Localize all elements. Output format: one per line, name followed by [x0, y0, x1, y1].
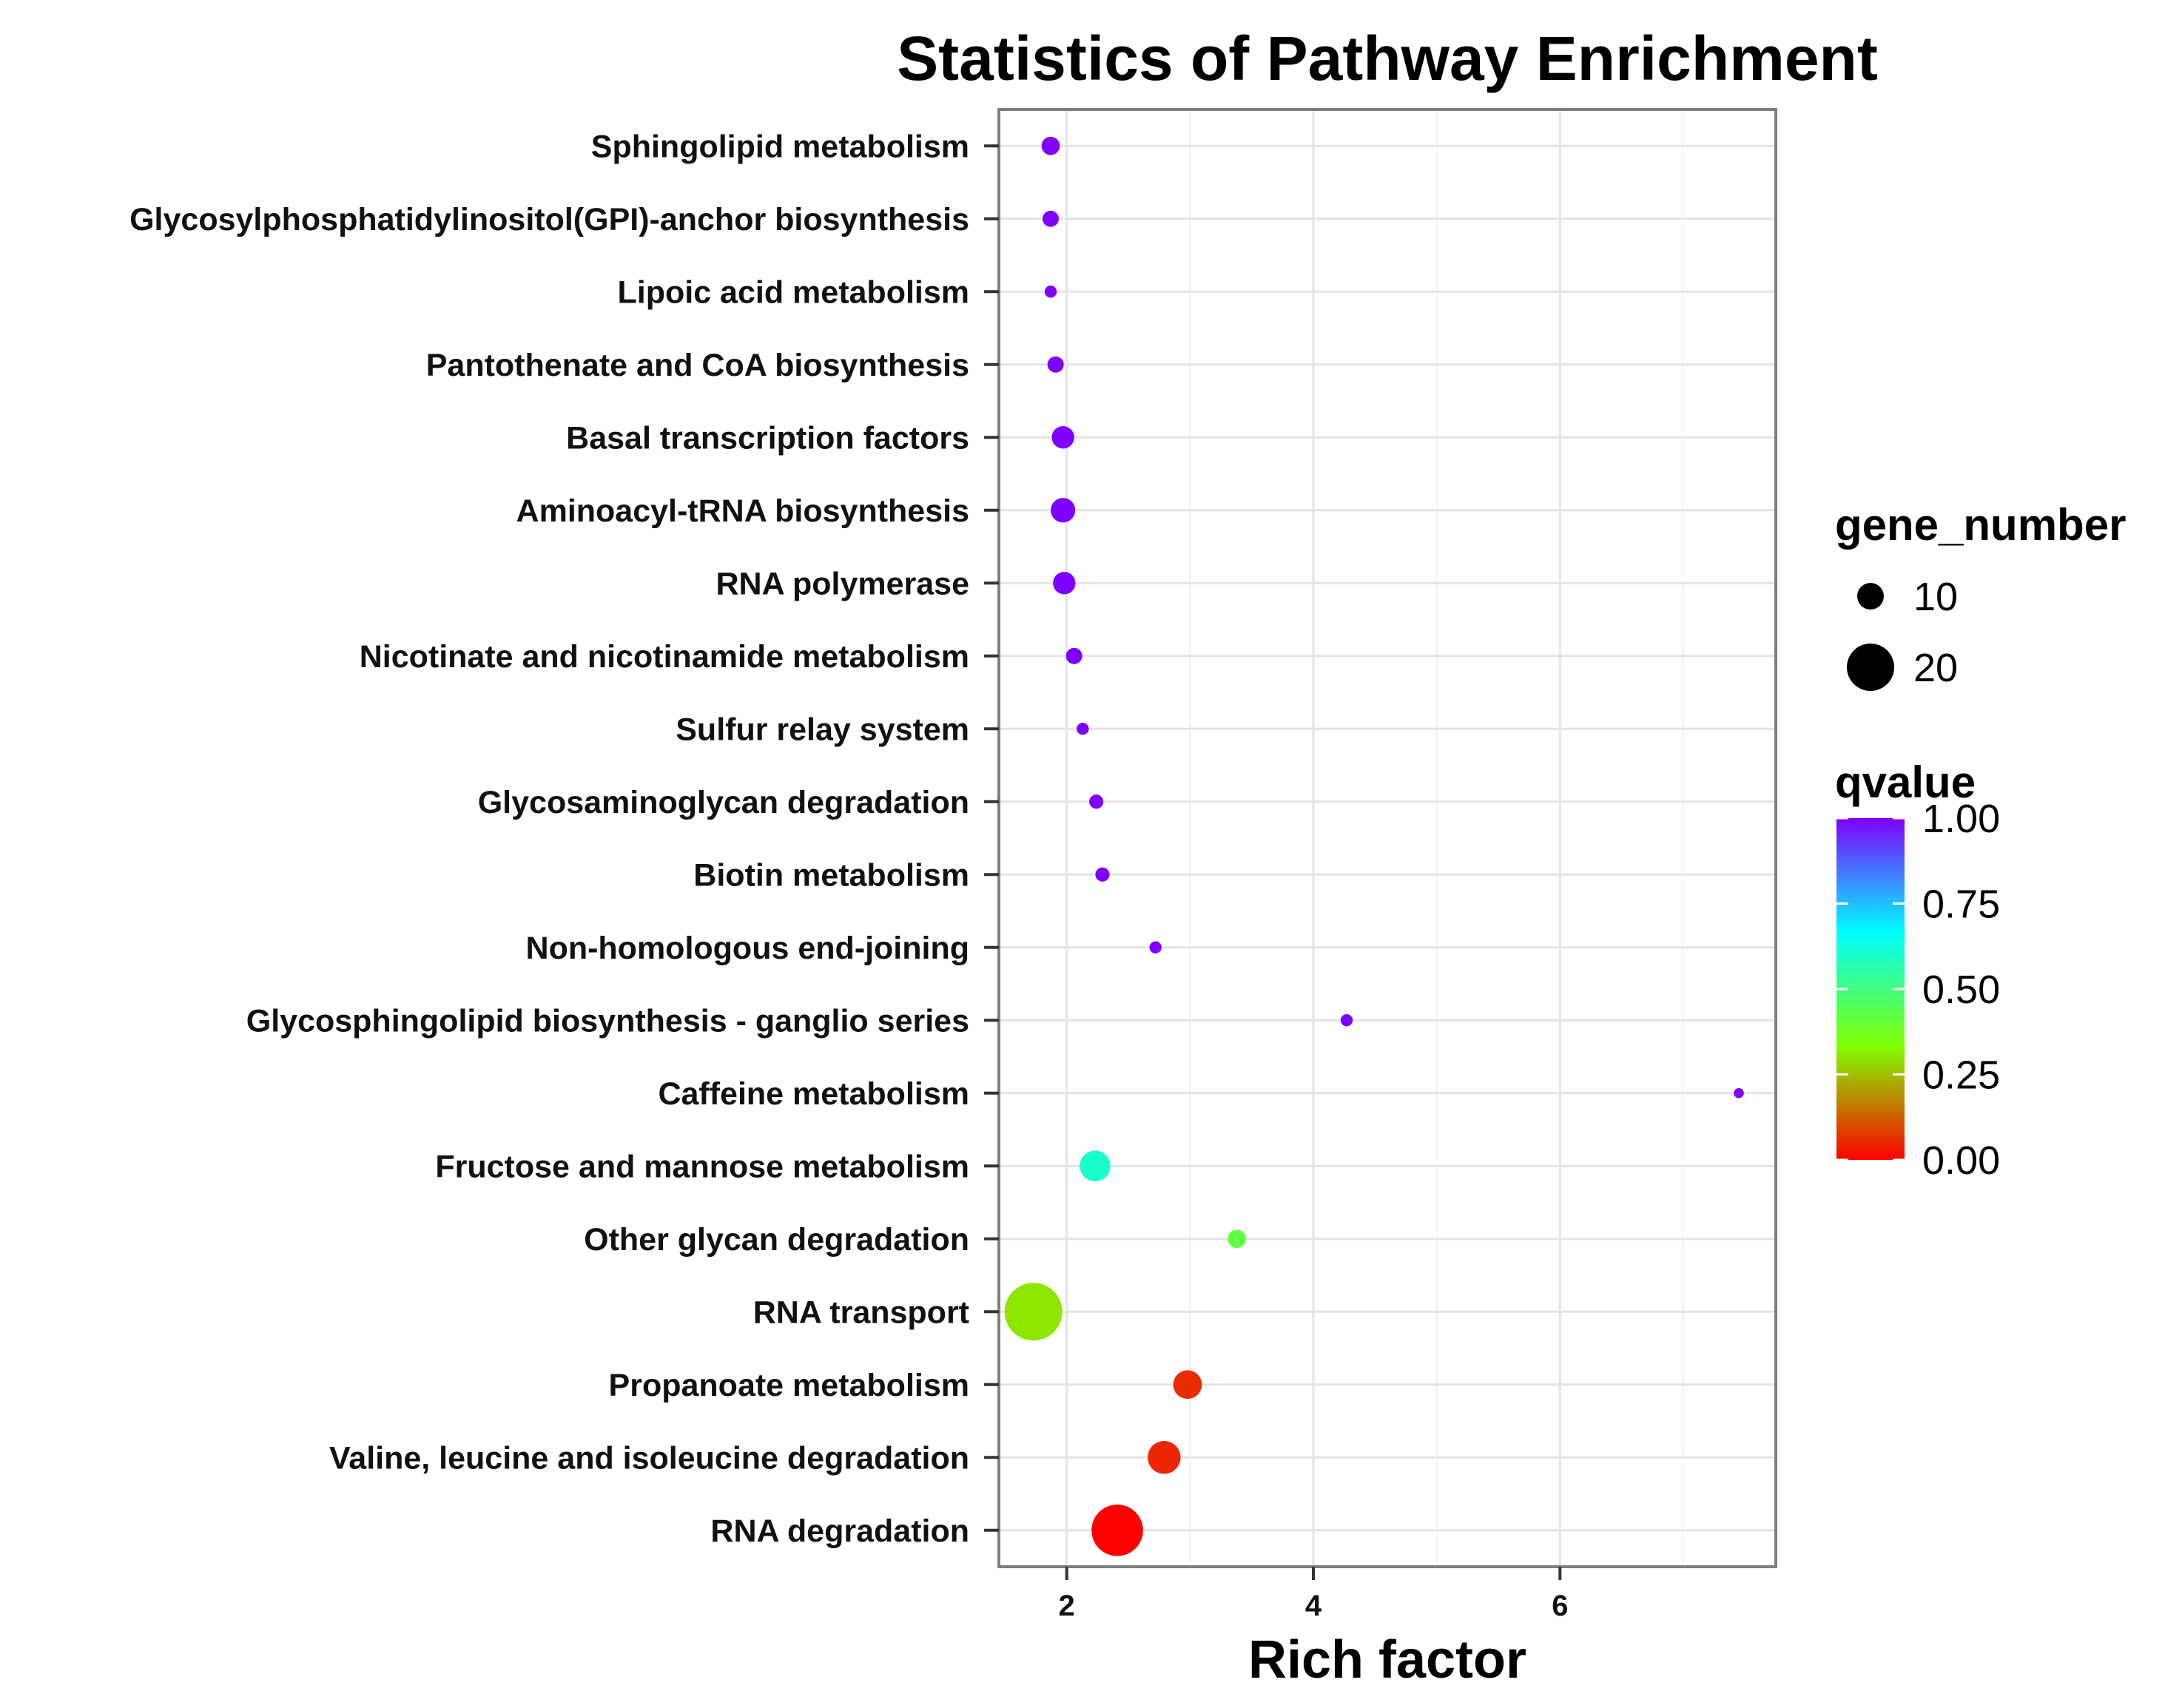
y-category-label: Glycosylphosphatidylinositol(GPI)-anchor…	[129, 202, 969, 237]
x-axis-title: Rich factor	[1248, 1630, 1526, 1690]
y-category-label: Other glycan degradation	[584, 1222, 969, 1258]
data-point	[1051, 426, 1074, 449]
color-legend: qvalue 1.00 0.75 0.50 0.25 0.00	[1835, 757, 2000, 1183]
y-category-label: Glycosphingolipid biosynthesis - ganglio…	[246, 1003, 969, 1039]
y-category-label: Caffeine metabolism	[658, 1076, 969, 1112]
data-point	[1053, 572, 1076, 595]
data-point	[1228, 1229, 1247, 1249]
size-legend-key	[1857, 583, 1884, 610]
colorbar-tick-label: 0.75	[1922, 882, 2000, 927]
y-category-label: Sphingolipid metabolism	[591, 129, 969, 164]
data-point	[1051, 498, 1076, 523]
y-category-label: Aminoacyl-tRNA biosynthesis	[516, 493, 969, 529]
y-category-label: Lipoic acid metabolism	[618, 274, 970, 310]
data-point	[1077, 723, 1089, 735]
data-point	[1095, 867, 1110, 882]
y-category-label: Basal transcription factors	[566, 420, 969, 456]
data-point	[1149, 941, 1162, 953]
data-point	[1065, 647, 1082, 664]
data-point	[1089, 794, 1104, 809]
y-category-label: Nicotinate and nicotinamide metabolism	[360, 639, 969, 675]
chart-title: Statistics of Pathway Enrichment	[897, 24, 1878, 93]
y-axis-labels: Sphingolipid metabolism Glycosylphosphati…	[129, 129, 999, 1549]
plot-panel	[997, 108, 1777, 1568]
y-category-label: Pantothenate and CoA biosynthesis	[426, 348, 969, 383]
size-legend-title: gene_number	[1835, 500, 2126, 550]
y-category-label: RNA polymerase	[716, 566, 969, 601]
y-category-label: Valine, leucine and isoleucine degradati…	[329, 1440, 969, 1476]
colorbar-tick-label: 0.00	[1922, 1138, 2000, 1183]
x-axis-ticks: 2 4 6	[1059, 1567, 1568, 1622]
size-legend-label: 20	[1913, 646, 1958, 690]
data-points	[1004, 136, 1744, 1556]
data-point	[1004, 1283, 1063, 1341]
data-point	[1080, 1150, 1111, 1182]
data-point	[1340, 1014, 1353, 1027]
x-tick-label: 4	[1305, 1590, 1322, 1622]
y-category-label: Glycosaminoglycan degradation	[478, 785, 969, 820]
x-tick-label: 2	[1059, 1590, 1075, 1622]
colorbar-tick-label: 1.00	[1922, 797, 2000, 841]
size-legend: gene_number 10 20	[1835, 500, 2126, 691]
data-point	[1091, 1504, 1143, 1556]
y-category-label: Non-homologous end-joining	[526, 931, 969, 966]
x-tick-label: 6	[1552, 1590, 1568, 1622]
y-category-label: Sulfur relay system	[676, 712, 969, 747]
y-category-label: RNA transport	[753, 1294, 969, 1330]
size-legend-label: 10	[1913, 575, 1958, 619]
data-point	[1044, 286, 1057, 298]
data-point	[1043, 210, 1059, 227]
data-point	[1047, 356, 1064, 373]
color-legend-title: qvalue	[1835, 757, 1976, 807]
plot-panel-background	[999, 109, 1776, 1567]
y-category-label: Biotin metabolism	[693, 857, 969, 893]
data-point	[1148, 1441, 1181, 1474]
data-point	[1041, 136, 1060, 155]
size-legend-key	[1847, 644, 1894, 691]
data-point	[1173, 1370, 1202, 1400]
plot-panel-border	[997, 108, 1777, 1568]
y-category-label: Propanoate metabolism	[609, 1368, 969, 1403]
data-point	[1734, 1087, 1744, 1098]
colorbar-tick-label: 0.25	[1922, 1053, 2000, 1098]
y-category-label: Fructose and mannose metabolism	[435, 1149, 969, 1184]
colorbar-tick-label: 0.50	[1922, 968, 2000, 1012]
y-category-label: RNA degradation	[710, 1513, 969, 1549]
